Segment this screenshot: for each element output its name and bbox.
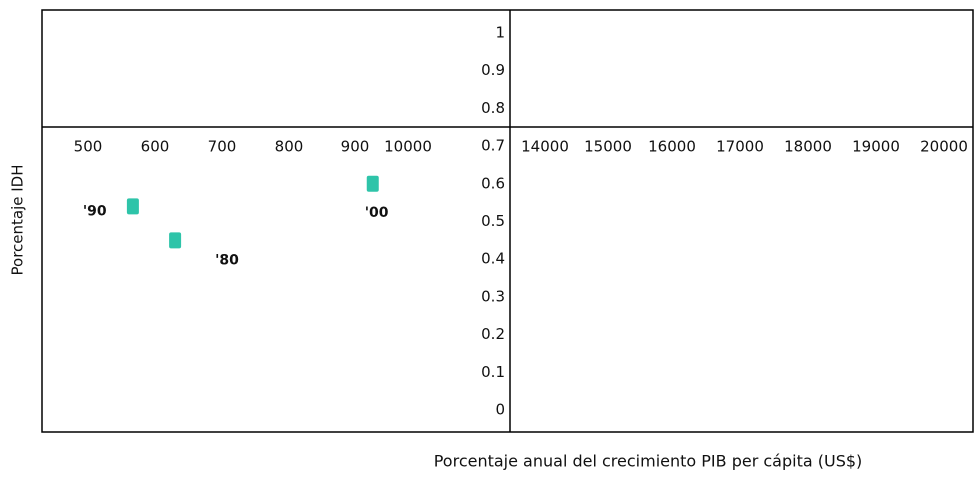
x-tick-label: 19000 bbox=[852, 138, 900, 156]
x-tick-label: 16000 bbox=[648, 138, 696, 156]
x-tick-label: 900 bbox=[341, 138, 370, 156]
x-tick-label: 500 bbox=[74, 138, 103, 156]
point-label: '90 bbox=[83, 203, 107, 219]
x-tick-label: 700 bbox=[208, 138, 237, 156]
point-label: '00 bbox=[365, 205, 389, 221]
y-tick-label: 0.9 bbox=[481, 61, 505, 79]
point bbox=[126, 198, 139, 215]
x-tick-label: 17000 bbox=[716, 138, 764, 156]
x-tick-label: 20000 bbox=[920, 138, 968, 156]
x-tick-label: 15000 bbox=[584, 138, 632, 156]
y-tick-label: 0 bbox=[495, 401, 505, 419]
x-tick-label: 600 bbox=[141, 138, 170, 156]
y-tick-label: 0.5 bbox=[481, 212, 505, 230]
y-tick-label: 0.6 bbox=[481, 174, 505, 192]
x-tick-label: 18000 bbox=[784, 138, 832, 156]
plot-frame bbox=[41, 9, 974, 433]
point bbox=[169, 232, 182, 249]
point bbox=[366, 175, 379, 192]
x-tick-label: 800 bbox=[275, 138, 304, 156]
y-tick-label: 0.1 bbox=[481, 363, 505, 381]
y-tick-label: 0.2 bbox=[481, 325, 505, 343]
y-tick-label: 0.7 bbox=[481, 137, 505, 155]
y-tick-label: 1 bbox=[495, 24, 505, 42]
y-tick-label: 0.8 bbox=[481, 99, 505, 117]
y-tick-label: 0.3 bbox=[481, 287, 505, 305]
x-tick-label: 10000 bbox=[384, 138, 432, 156]
point-label: '80 bbox=[215, 252, 239, 268]
y-tick-label: 0.4 bbox=[481, 250, 505, 268]
x-tick-label: 14000 bbox=[521, 138, 569, 156]
y-axis-title: Porcentaje IDH bbox=[9, 165, 27, 276]
x-axis-title: Porcentaje anual del crecimiento PIB per… bbox=[434, 452, 863, 471]
